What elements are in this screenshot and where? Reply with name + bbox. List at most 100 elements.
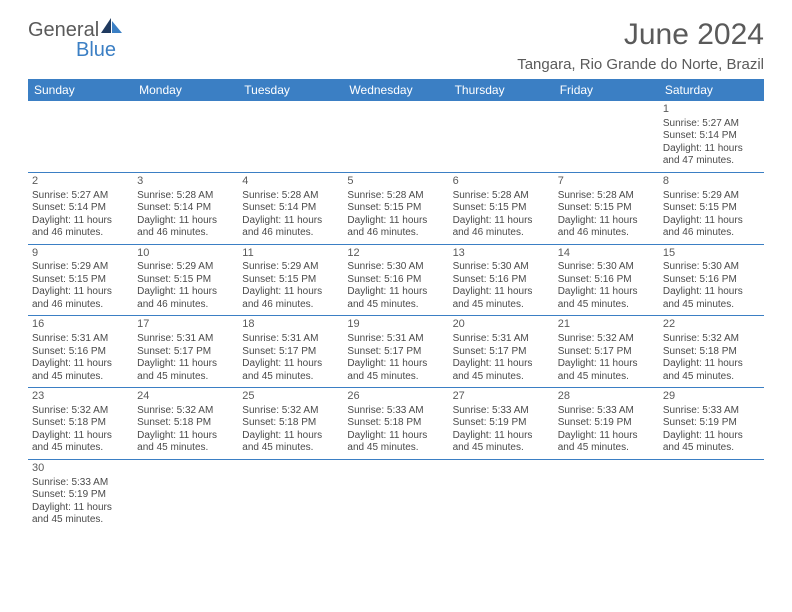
calendar-cell: 27Sunrise: 5:33 AMSunset: 5:19 PMDayligh… bbox=[449, 388, 554, 460]
sunrise: Sunrise: 5:28 AM bbox=[347, 190, 444, 203]
location: Tangara, Rio Grande do Norte, Brazil bbox=[517, 56, 764, 73]
calendar-row: 23Sunrise: 5:32 AMSunset: 5:18 PMDayligh… bbox=[28, 388, 764, 460]
calendar-cell bbox=[449, 101, 554, 172]
daylight-line2: and 45 minutes. bbox=[137, 442, 234, 455]
day-header: Monday bbox=[133, 79, 238, 101]
calendar-cell: 13Sunrise: 5:30 AMSunset: 5:16 PMDayligh… bbox=[449, 244, 554, 316]
calendar-cell: 4Sunrise: 5:28 AMSunset: 5:14 PMDaylight… bbox=[238, 172, 343, 244]
calendar-cell bbox=[554, 459, 659, 530]
sunset: Sunset: 5:16 PM bbox=[558, 274, 655, 287]
daylight-line1: Daylight: 11 hours bbox=[32, 358, 129, 371]
day-number: 12 bbox=[347, 247, 444, 261]
daylight-line2: and 46 minutes. bbox=[137, 299, 234, 312]
day-number: 3 bbox=[137, 175, 234, 189]
day-number: 2 bbox=[32, 175, 129, 189]
calendar-cell bbox=[238, 101, 343, 172]
daylight-line1: Daylight: 11 hours bbox=[453, 215, 550, 228]
sunset: Sunset: 5:17 PM bbox=[137, 346, 234, 359]
sunrise: Sunrise: 5:33 AM bbox=[453, 405, 550, 418]
daylight-line1: Daylight: 11 hours bbox=[137, 430, 234, 443]
calendar-cell bbox=[133, 459, 238, 530]
sunrise: Sunrise: 5:29 AM bbox=[32, 261, 129, 274]
day-header: Tuesday bbox=[238, 79, 343, 101]
sunset: Sunset: 5:15 PM bbox=[558, 202, 655, 215]
sunset: Sunset: 5:17 PM bbox=[558, 346, 655, 359]
calendar-cell: 1Sunrise: 5:27 AMSunset: 5:14 PMDaylight… bbox=[659, 101, 764, 172]
day-number: 13 bbox=[453, 247, 550, 261]
daylight-line1: Daylight: 11 hours bbox=[32, 502, 129, 515]
sunset: Sunset: 5:19 PM bbox=[32, 489, 129, 502]
calendar-cell: 28Sunrise: 5:33 AMSunset: 5:19 PMDayligh… bbox=[554, 388, 659, 460]
sunset: Sunset: 5:17 PM bbox=[242, 346, 339, 359]
daylight-line2: and 45 minutes. bbox=[32, 442, 129, 455]
sunset: Sunset: 5:15 PM bbox=[137, 274, 234, 287]
sunset: Sunset: 5:18 PM bbox=[663, 346, 760, 359]
sunset: Sunset: 5:14 PM bbox=[242, 202, 339, 215]
day-number: 4 bbox=[242, 175, 339, 189]
sunrise: Sunrise: 5:29 AM bbox=[242, 261, 339, 274]
daylight-line2: and 46 minutes. bbox=[32, 299, 129, 312]
sunrise: Sunrise: 5:29 AM bbox=[663, 190, 760, 203]
day-number: 28 bbox=[558, 390, 655, 404]
brand-name-b: Blue bbox=[76, 39, 116, 61]
daylight-line1: Daylight: 11 hours bbox=[453, 430, 550, 443]
sunrise: Sunrise: 5:31 AM bbox=[347, 333, 444, 346]
sunrise: Sunrise: 5:28 AM bbox=[137, 190, 234, 203]
calendar-cell: 15Sunrise: 5:30 AMSunset: 5:16 PMDayligh… bbox=[659, 244, 764, 316]
day-number: 14 bbox=[558, 247, 655, 261]
calendar-cell bbox=[554, 101, 659, 172]
sunrise: Sunrise: 5:29 AM bbox=[137, 261, 234, 274]
sunrise: Sunrise: 5:32 AM bbox=[242, 405, 339, 418]
day-number: 8 bbox=[663, 175, 760, 189]
sunset: Sunset: 5:15 PM bbox=[32, 274, 129, 287]
day-header: Thursday bbox=[449, 79, 554, 101]
sunrise: Sunrise: 5:33 AM bbox=[558, 405, 655, 418]
sunrise: Sunrise: 5:28 AM bbox=[558, 190, 655, 203]
daylight-line1: Daylight: 11 hours bbox=[663, 358, 760, 371]
calendar-cell: 5Sunrise: 5:28 AMSunset: 5:15 PMDaylight… bbox=[343, 172, 448, 244]
day-number: 16 bbox=[32, 318, 129, 332]
day-number: 30 bbox=[32, 462, 129, 476]
daylight-line1: Daylight: 11 hours bbox=[347, 215, 444, 228]
sunrise: Sunrise: 5:31 AM bbox=[242, 333, 339, 346]
daylight-line2: and 45 minutes. bbox=[347, 442, 444, 455]
sunrise: Sunrise: 5:27 AM bbox=[663, 118, 760, 131]
daylight-line2: and 46 minutes. bbox=[453, 227, 550, 240]
daylight-line1: Daylight: 11 hours bbox=[558, 215, 655, 228]
calendar-cell: 7Sunrise: 5:28 AMSunset: 5:15 PMDaylight… bbox=[554, 172, 659, 244]
day-number: 21 bbox=[558, 318, 655, 332]
header: GeneralBlue June 2024 Tangara, Rio Grand… bbox=[28, 18, 764, 73]
sunset: Sunset: 5:19 PM bbox=[663, 417, 760, 430]
sunrise: Sunrise: 5:32 AM bbox=[558, 333, 655, 346]
day-number: 5 bbox=[347, 175, 444, 189]
calendar-cell: 24Sunrise: 5:32 AMSunset: 5:18 PMDayligh… bbox=[133, 388, 238, 460]
month-title: June 2024 bbox=[517, 18, 764, 52]
daylight-line1: Daylight: 11 hours bbox=[663, 143, 760, 156]
calendar-row: 16Sunrise: 5:31 AMSunset: 5:16 PMDayligh… bbox=[28, 316, 764, 388]
day-header: Saturday bbox=[659, 79, 764, 101]
daylight-line1: Daylight: 11 hours bbox=[137, 286, 234, 299]
sunset: Sunset: 5:15 PM bbox=[242, 274, 339, 287]
day-number: 24 bbox=[137, 390, 234, 404]
daylight-line1: Daylight: 11 hours bbox=[242, 430, 339, 443]
sunset: Sunset: 5:19 PM bbox=[453, 417, 550, 430]
day-number: 18 bbox=[242, 318, 339, 332]
day-number: 10 bbox=[137, 247, 234, 261]
calendar-cell: 18Sunrise: 5:31 AMSunset: 5:17 PMDayligh… bbox=[238, 316, 343, 388]
sunset: Sunset: 5:17 PM bbox=[347, 346, 444, 359]
day-number: 17 bbox=[137, 318, 234, 332]
daylight-line2: and 45 minutes. bbox=[242, 442, 339, 455]
daylight-line1: Daylight: 11 hours bbox=[663, 430, 760, 443]
sunset: Sunset: 5:15 PM bbox=[347, 202, 444, 215]
calendar-cell: 20Sunrise: 5:31 AMSunset: 5:17 PMDayligh… bbox=[449, 316, 554, 388]
daylight-line2: and 46 minutes. bbox=[347, 227, 444, 240]
day-header-row: Sunday Monday Tuesday Wednesday Thursday… bbox=[28, 79, 764, 101]
calendar-cell: 14Sunrise: 5:30 AMSunset: 5:16 PMDayligh… bbox=[554, 244, 659, 316]
daylight-line2: and 46 minutes. bbox=[137, 227, 234, 240]
sunset: Sunset: 5:17 PM bbox=[453, 346, 550, 359]
calendar-cell bbox=[449, 459, 554, 530]
sunrise: Sunrise: 5:28 AM bbox=[242, 190, 339, 203]
day-header: Sunday bbox=[28, 79, 133, 101]
daylight-line2: and 45 minutes. bbox=[453, 299, 550, 312]
day-number: 11 bbox=[242, 247, 339, 261]
